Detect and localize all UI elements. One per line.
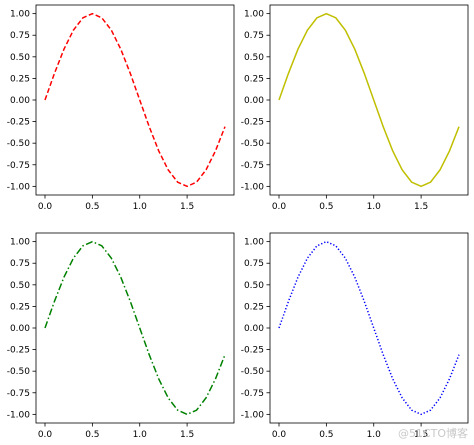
axes-frame bbox=[35, 232, 235, 424]
y-tick-label: -0.50 bbox=[241, 139, 265, 149]
y-tick-label: 1.00 bbox=[10, 238, 30, 248]
x-tick-label: 0.0 bbox=[38, 202, 53, 212]
series-line bbox=[44, 12, 226, 188]
series-line bbox=[278, 12, 460, 188]
y-tick-label: 1.00 bbox=[244, 238, 264, 248]
y-tick-label: 0.25 bbox=[244, 302, 264, 312]
subplot-bottom-left: 1.00 0.75 0.50 0.25 0.00 -0.25 -0.50 -0.75 -1.00… bbox=[7, 232, 235, 440]
subplot-bottom-right: 1.00 0.75 0.50 0.25 0.00 -0.25 -0.50 -0.75 -1.00… bbox=[241, 232, 469, 440]
x-tick-label: 1.0 bbox=[367, 202, 382, 212]
y-tick-label: 0.50 bbox=[10, 53, 30, 63]
y-tick-label: 0.75 bbox=[10, 31, 30, 41]
x-tick-label: 1.0 bbox=[367, 430, 382, 440]
axes-frame bbox=[269, 232, 469, 424]
y-tick-label: 0.50 bbox=[10, 281, 30, 291]
x-tick-label: 0.5 bbox=[319, 430, 333, 440]
y-tick-label: 0.50 bbox=[244, 281, 264, 291]
y-tick-label: -0.75 bbox=[7, 161, 30, 171]
y-tick-label: 0.00 bbox=[244, 96, 264, 106]
y-tick-label: -0.25 bbox=[7, 118, 30, 128]
y-tick-label: -1.00 bbox=[7, 410, 31, 420]
x-tick-label: 1.0 bbox=[133, 430, 148, 440]
subplot-top-right: 1.00 0.75 0.50 0.25 0.00 -0.25 -0.50 -0.75 -1.00… bbox=[241, 4, 469, 212]
axes-frame bbox=[35, 4, 235, 196]
y-tick-label: -0.75 bbox=[241, 161, 264, 171]
x-tick-label: 1.5 bbox=[180, 202, 194, 212]
y-tick-label: 0.25 bbox=[10, 74, 30, 84]
y-tick-label: 0.25 bbox=[244, 74, 264, 84]
x-tick-label: 1.0 bbox=[133, 202, 148, 212]
y-tick-label: 0.25 bbox=[10, 302, 30, 312]
y-tick-label: -0.50 bbox=[241, 367, 265, 377]
y-tick-label: -0.50 bbox=[7, 139, 31, 149]
x-tick-label: 0.5 bbox=[85, 202, 99, 212]
y-tick-label: 0.50 bbox=[244, 53, 264, 63]
x-tick-label: 1.5 bbox=[414, 202, 428, 212]
watermark: @51CTO博客 bbox=[397, 427, 468, 440]
axes-frame bbox=[269, 4, 469, 196]
y-tick-label: -0.75 bbox=[7, 389, 30, 399]
y-tick-label: -0.25 bbox=[7, 346, 30, 356]
y-tick-label: 1.00 bbox=[244, 10, 264, 20]
x-tick-label: 0.0 bbox=[272, 202, 287, 212]
y-tick-label: 1.00 bbox=[10, 10, 30, 20]
x-tick-label: 0.5 bbox=[85, 430, 99, 440]
x-tick-label: 0.0 bbox=[38, 430, 53, 440]
x-tick-label: 1.5 bbox=[414, 430, 428, 440]
series-line bbox=[44, 240, 226, 416]
subplot-top-left: 1.00 0.75 0.50 0.25 0.00 -0.25 -0.50 -0.75 -1.00… bbox=[7, 4, 235, 212]
y-tick-label: 0.75 bbox=[244, 31, 264, 41]
y-tick-label: 0.75 bbox=[244, 259, 264, 269]
y-tick-label: -0.25 bbox=[241, 118, 264, 128]
y-tick-label: 0.00 bbox=[10, 96, 30, 106]
y-tick-label: 0.00 bbox=[244, 324, 264, 334]
x-tick-label: 0.0 bbox=[272, 430, 287, 440]
y-tick-label: -0.25 bbox=[241, 346, 264, 356]
y-tick-label: -1.00 bbox=[241, 410, 265, 420]
y-tick-label: -1.00 bbox=[7, 182, 31, 192]
series-line bbox=[278, 240, 460, 416]
y-tick-label: 0.00 bbox=[10, 324, 30, 334]
y-tick-label: -0.75 bbox=[241, 389, 264, 399]
y-tick-label: 0.75 bbox=[10, 259, 30, 269]
y-tick-label: -1.00 bbox=[241, 182, 265, 192]
x-tick-label: 0.5 bbox=[319, 202, 333, 212]
y-tick-label: -0.50 bbox=[7, 367, 31, 377]
x-tick-label: 1.5 bbox=[180, 430, 194, 440]
